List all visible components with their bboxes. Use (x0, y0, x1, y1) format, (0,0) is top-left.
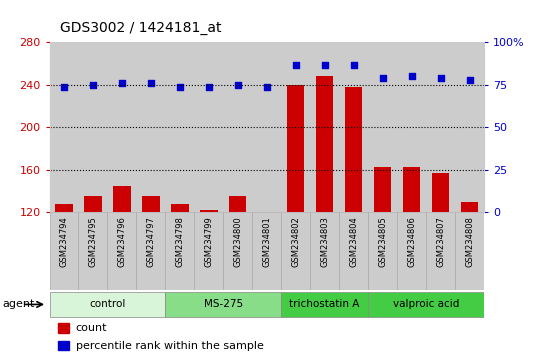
FancyBboxPatch shape (136, 212, 166, 290)
Text: agent: agent (3, 299, 35, 309)
FancyBboxPatch shape (397, 212, 426, 290)
Text: percentile rank within the sample: percentile rank within the sample (75, 341, 263, 350)
Bar (426, 42, 455, 212)
Text: GSM234804: GSM234804 (349, 216, 358, 267)
Bar (368, 42, 397, 212)
Point (146, 80, 155, 86)
FancyBboxPatch shape (79, 212, 107, 290)
Point (175, 84, 184, 90)
Bar (374, 167, 391, 212)
Text: GSM234800: GSM234800 (233, 216, 243, 267)
Text: GSM234797: GSM234797 (146, 216, 156, 267)
Point (59, 84, 68, 90)
Text: valproic acid: valproic acid (393, 299, 459, 309)
FancyBboxPatch shape (455, 212, 484, 290)
FancyBboxPatch shape (252, 212, 281, 290)
Text: GSM234795: GSM234795 (89, 216, 97, 267)
Point (118, 80, 127, 86)
Point (436, 75, 445, 81)
Text: GSM234802: GSM234802 (291, 216, 300, 267)
Point (349, 62, 358, 67)
Point (205, 84, 213, 90)
FancyBboxPatch shape (166, 292, 281, 317)
FancyBboxPatch shape (368, 292, 484, 317)
Bar (166, 42, 194, 212)
Text: GSM234799: GSM234799 (204, 216, 213, 267)
Text: GSM234805: GSM234805 (378, 216, 387, 267)
Text: GDS3002 / 1424181_at: GDS3002 / 1424181_at (60, 21, 222, 35)
FancyBboxPatch shape (368, 212, 397, 290)
Bar (339, 42, 368, 212)
Text: MS-275: MS-275 (204, 299, 243, 309)
FancyBboxPatch shape (50, 292, 166, 317)
Bar (432, 173, 449, 212)
Bar (50, 42, 79, 212)
FancyBboxPatch shape (107, 212, 136, 290)
Bar (316, 76, 333, 212)
FancyBboxPatch shape (50, 212, 79, 290)
Bar (455, 42, 484, 212)
Bar (229, 196, 246, 212)
Bar (113, 186, 130, 212)
Bar (194, 42, 223, 212)
Bar (258, 212, 276, 221)
Bar (79, 42, 107, 212)
Bar (223, 42, 252, 212)
Point (407, 74, 416, 79)
Bar (84, 196, 102, 212)
Text: count: count (75, 323, 107, 333)
Text: GSM234801: GSM234801 (262, 216, 271, 267)
FancyBboxPatch shape (166, 212, 194, 290)
Text: GSM234807: GSM234807 (436, 216, 445, 267)
FancyBboxPatch shape (281, 212, 310, 290)
Bar (58, 341, 69, 350)
Point (262, 84, 271, 90)
Text: GSM234798: GSM234798 (175, 216, 184, 267)
Bar (403, 167, 420, 212)
Point (378, 75, 387, 81)
Text: control: control (89, 299, 125, 309)
Point (89, 82, 97, 88)
Text: GSM234794: GSM234794 (59, 216, 69, 267)
Bar (136, 42, 166, 212)
Bar (281, 42, 310, 212)
Bar (171, 204, 189, 212)
FancyBboxPatch shape (426, 212, 455, 290)
Bar (142, 196, 160, 212)
FancyBboxPatch shape (223, 212, 252, 290)
Text: GSM234806: GSM234806 (407, 216, 416, 267)
FancyBboxPatch shape (281, 292, 368, 317)
Bar (58, 323, 69, 333)
Bar (345, 87, 362, 212)
Point (233, 82, 242, 88)
Point (465, 77, 474, 83)
FancyBboxPatch shape (310, 212, 339, 290)
Bar (200, 210, 217, 212)
FancyBboxPatch shape (339, 212, 368, 290)
Point (292, 62, 300, 67)
Point (320, 62, 329, 67)
Text: GSM234796: GSM234796 (117, 216, 126, 267)
Bar (107, 42, 136, 212)
Bar (56, 204, 73, 212)
FancyBboxPatch shape (194, 212, 223, 290)
Bar (310, 42, 339, 212)
Text: GSM234803: GSM234803 (320, 216, 329, 267)
Bar (461, 202, 478, 212)
Bar (287, 85, 304, 212)
Bar (397, 42, 426, 212)
Text: GSM234808: GSM234808 (465, 216, 474, 267)
Bar (252, 42, 281, 212)
Text: trichostatin A: trichostatin A (289, 299, 360, 309)
